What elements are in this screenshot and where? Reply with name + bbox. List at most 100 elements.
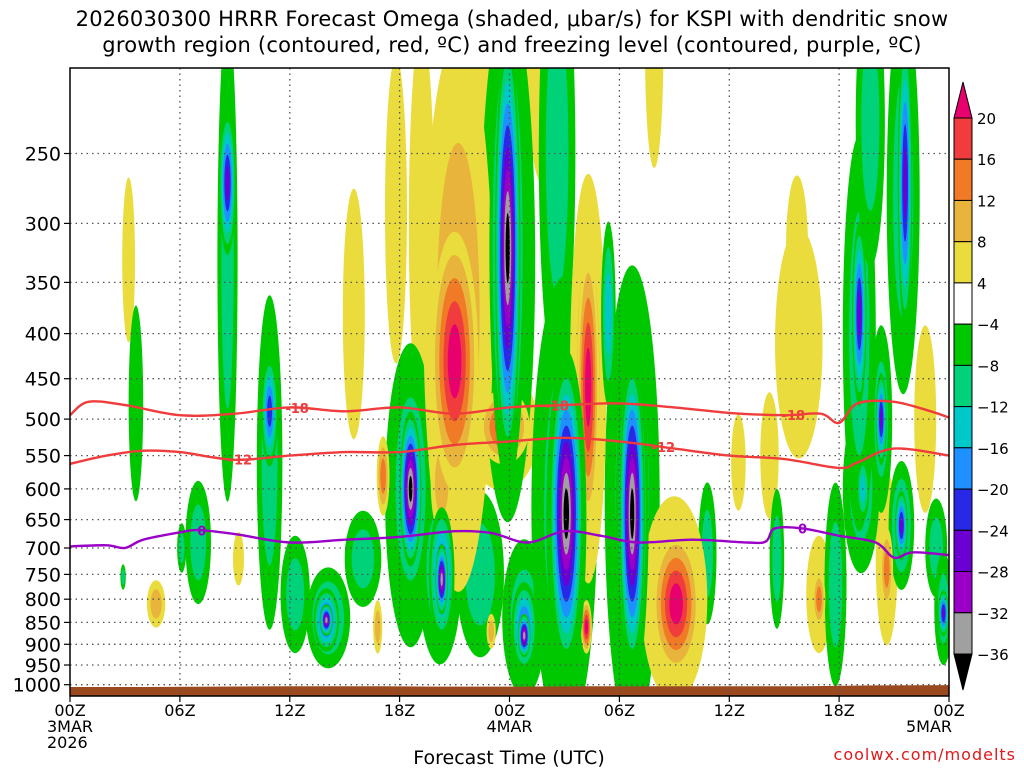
- omega-band: [645, 68, 664, 168]
- colorbar-label: 8: [977, 234, 987, 252]
- omega-band: [584, 619, 589, 635]
- x-tick-label: 18Z: [823, 701, 854, 720]
- omega-band: [342, 188, 365, 440]
- contour-line: [70, 525, 949, 560]
- colorbar-swatch: [953, 158, 973, 201]
- omega-band: [408, 476, 413, 502]
- colorbar-swatch: [953, 364, 973, 408]
- omega-cell: [128, 305, 144, 502]
- omega-cell: [855, 68, 885, 267]
- x-tick-label: 3MAR: [47, 717, 93, 736]
- omega-band: [630, 488, 635, 539]
- grid-lines: [70, 68, 949, 696]
- omega-cell: [261, 356, 278, 467]
- omega-band: [128, 305, 144, 502]
- y-tick-label: 800: [25, 589, 61, 611]
- chart-title: 2026030300 HRRR Forecast Omega (shaded, …: [0, 6, 1024, 58]
- omega-band: [731, 414, 746, 511]
- omega-cell: [731, 414, 746, 511]
- omega-band: [233, 532, 244, 586]
- omega-cell: [376, 436, 390, 516]
- omega-band: [385, 68, 407, 364]
- omega-band: [121, 569, 125, 585]
- colorbar-label: 20: [977, 110, 996, 128]
- omega-band: [150, 589, 162, 619]
- omega-cell: [852, 221, 867, 407]
- colorbar-label: −32: [977, 605, 1009, 623]
- x-tick-label: 00Z: [494, 701, 525, 720]
- omega-cell: [430, 231, 479, 491]
- omega-cell: [494, 68, 521, 459]
- credit-text: coolwx.com/modelts: [833, 745, 1016, 764]
- omega-band: [772, 515, 782, 602]
- y-tick-label: 1000: [13, 675, 61, 697]
- colorbar-label: −4: [977, 316, 999, 334]
- y-tick-label: 650: [25, 510, 61, 532]
- omega-band: [942, 607, 945, 619]
- colorbar-label: 4: [977, 275, 987, 293]
- omega-cell: [775, 227, 823, 459]
- colorbar-label: −28: [977, 564, 1009, 582]
- omega-cell: [373, 600, 383, 654]
- contour-label: -18: [285, 402, 309, 417]
- omega-cell: [769, 488, 785, 629]
- omega-cell: [897, 68, 913, 332]
- omega-cell: [517, 613, 531, 658]
- omega-cell: [880, 527, 894, 611]
- contour-12C: -12 -12: [70, 436, 949, 470]
- omega-cell: [824, 482, 847, 687]
- omega-band: [286, 558, 305, 631]
- y-tick-label: 700: [25, 538, 61, 560]
- omega-band: [488, 620, 495, 643]
- title-line-1: 2026030300 HRRR Forecast Omega (shaded, …: [75, 7, 949, 31]
- omega-band: [914, 325, 937, 513]
- omega-cell: [895, 490, 908, 561]
- colorbar-swatch: [953, 117, 973, 160]
- y-tick-label: 300: [25, 213, 61, 235]
- omega-cell: [342, 188, 365, 440]
- omega-cell: [217, 68, 238, 502]
- x-tick-label: 5MAR: [906, 717, 952, 736]
- omega-band: [899, 517, 904, 534]
- temperature-contours: -18 -18-18-12-120 0: [70, 399, 949, 560]
- omega-band: [828, 521, 843, 648]
- y-tick-label: 400: [25, 324, 61, 346]
- omega-cell: [435, 544, 449, 615]
- y-tick-label: 350: [25, 272, 61, 294]
- x-tick-label: 12Z: [274, 701, 305, 720]
- contour-label: 0: [798, 522, 807, 537]
- omega-cell: [122, 177, 135, 343]
- omega-band: [325, 617, 328, 624]
- omega-band: [857, 291, 862, 337]
- omega-band: [669, 583, 683, 625]
- x-tick-label: 06Z: [604, 701, 635, 720]
- omega-band: [122, 177, 135, 343]
- omega-cell: [385, 68, 407, 364]
- x-tick-label: 00Z: [54, 701, 85, 720]
- omega-band: [775, 227, 823, 459]
- y-axis: 2503003504004505005506006507007508008509…: [13, 144, 70, 697]
- colorbar: 20 16 12 8 4 −4 −8 −12 −16 −20 −24 −28 −32 −36: [953, 81, 1009, 691]
- omega-band: [861, 68, 880, 211]
- omega-cell: [580, 600, 592, 654]
- colorbar-swatch: [953, 241, 973, 284]
- colorbar-label: −24: [977, 522, 1009, 540]
- omega-band: [585, 347, 592, 427]
- colorbar-label: −16: [977, 440, 1009, 458]
- contour-line: [70, 436, 949, 470]
- omega-cell: [399, 411, 422, 567]
- contour-label: 0: [197, 525, 206, 540]
- omega-band: [178, 532, 185, 564]
- x-axis-label: Forecast Time (UTC): [413, 747, 604, 768]
- colorbar-swatch: [953, 612, 973, 655]
- y-tick-label: 750: [25, 564, 61, 586]
- omega-cell: [120, 564, 126, 590]
- colorbar-swatch: [953, 406, 973, 449]
- omega-band: [523, 631, 526, 640]
- y-tick-label: 500: [25, 409, 61, 431]
- omega-cell: [219, 111, 236, 255]
- y-tick-label: 600: [25, 479, 61, 501]
- omega-band: [267, 395, 272, 427]
- colorbar-label: 12: [977, 193, 996, 211]
